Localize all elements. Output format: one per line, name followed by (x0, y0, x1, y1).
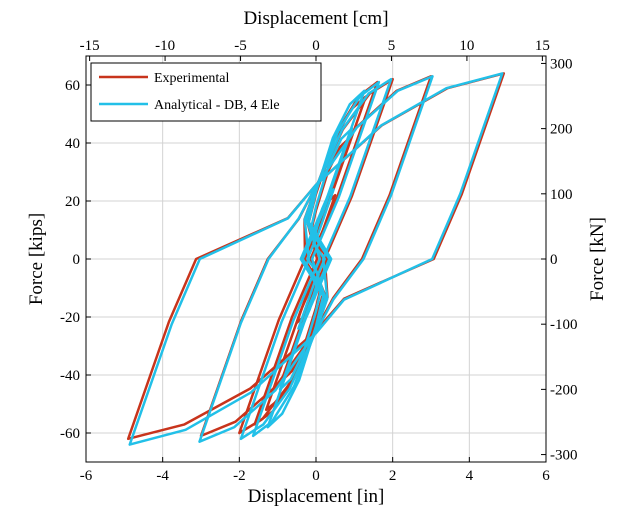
series-analytical (128, 72, 504, 446)
x-top-tick-label: -5 (234, 38, 247, 54)
x-top-tick-label: 0 (312, 38, 320, 54)
x-tick-label: -6 (80, 468, 93, 484)
x-axis-title-bottom: Displacement [in] (248, 486, 385, 507)
hysteresis-loop (239, 77, 393, 441)
y-right-tick-label: -300 (550, 448, 578, 464)
x-tick-label: -4 (156, 468, 169, 484)
legend-label-analytical: Analytical - DB, 4 Ele (154, 98, 280, 113)
x-axis-title-top: Displacement [cm] (243, 8, 388, 29)
legend-box (90, 62, 322, 122)
x-tick-label: -2 (233, 468, 246, 484)
x-tick-label: 0 (312, 468, 320, 484)
y-tick-label: 40 (65, 136, 80, 152)
y-right-tick-label: -200 (550, 382, 578, 398)
y-right-tick-label: 0 (550, 252, 558, 268)
y-right-tick-label: 300 (550, 56, 573, 72)
x-top-tick-label: 10 (459, 38, 474, 54)
x-tick-label: 4 (466, 468, 474, 484)
x-top-tick-label: -10 (155, 38, 175, 54)
axes: -6 -4 -2 0 2 4 6-15 -10 -5 0 5 10 15-60-40-200204060… (60, 38, 578, 484)
y-tick-label: -20 (60, 310, 80, 326)
hysteresis-loop (198, 75, 434, 443)
x-tick-label: 6 (542, 468, 550, 484)
y-tick-label: -60 (60, 426, 80, 442)
y-right-tick-label: -100 (550, 317, 578, 333)
hysteresis-loop (251, 80, 381, 438)
y-axis-title-right: Force [kN] (587, 217, 608, 301)
x-top-tick-label: 5 (388, 38, 396, 54)
y-tick-label: 0 (73, 252, 81, 268)
legend-label-experimental: Experimental (154, 71, 230, 86)
y-axis-title-left: Force [kips] (26, 213, 47, 305)
y-tick-label: 60 (65, 78, 80, 94)
legend: Experimental Analytical - DB, 4 Ele (90, 62, 322, 122)
y-tick-label: 20 (65, 194, 80, 210)
curves (126, 72, 506, 446)
y-tick-label: -40 (60, 368, 80, 384)
y-right-tick-label: 200 (550, 122, 573, 138)
x-top-tick-label: 15 (535, 38, 550, 54)
x-tick-label: 2 (389, 468, 397, 484)
y-right-tick-label: 100 (550, 187, 573, 203)
hysteresis-loop (128, 72, 504, 446)
x-top-tick-label: -15 (80, 38, 100, 54)
